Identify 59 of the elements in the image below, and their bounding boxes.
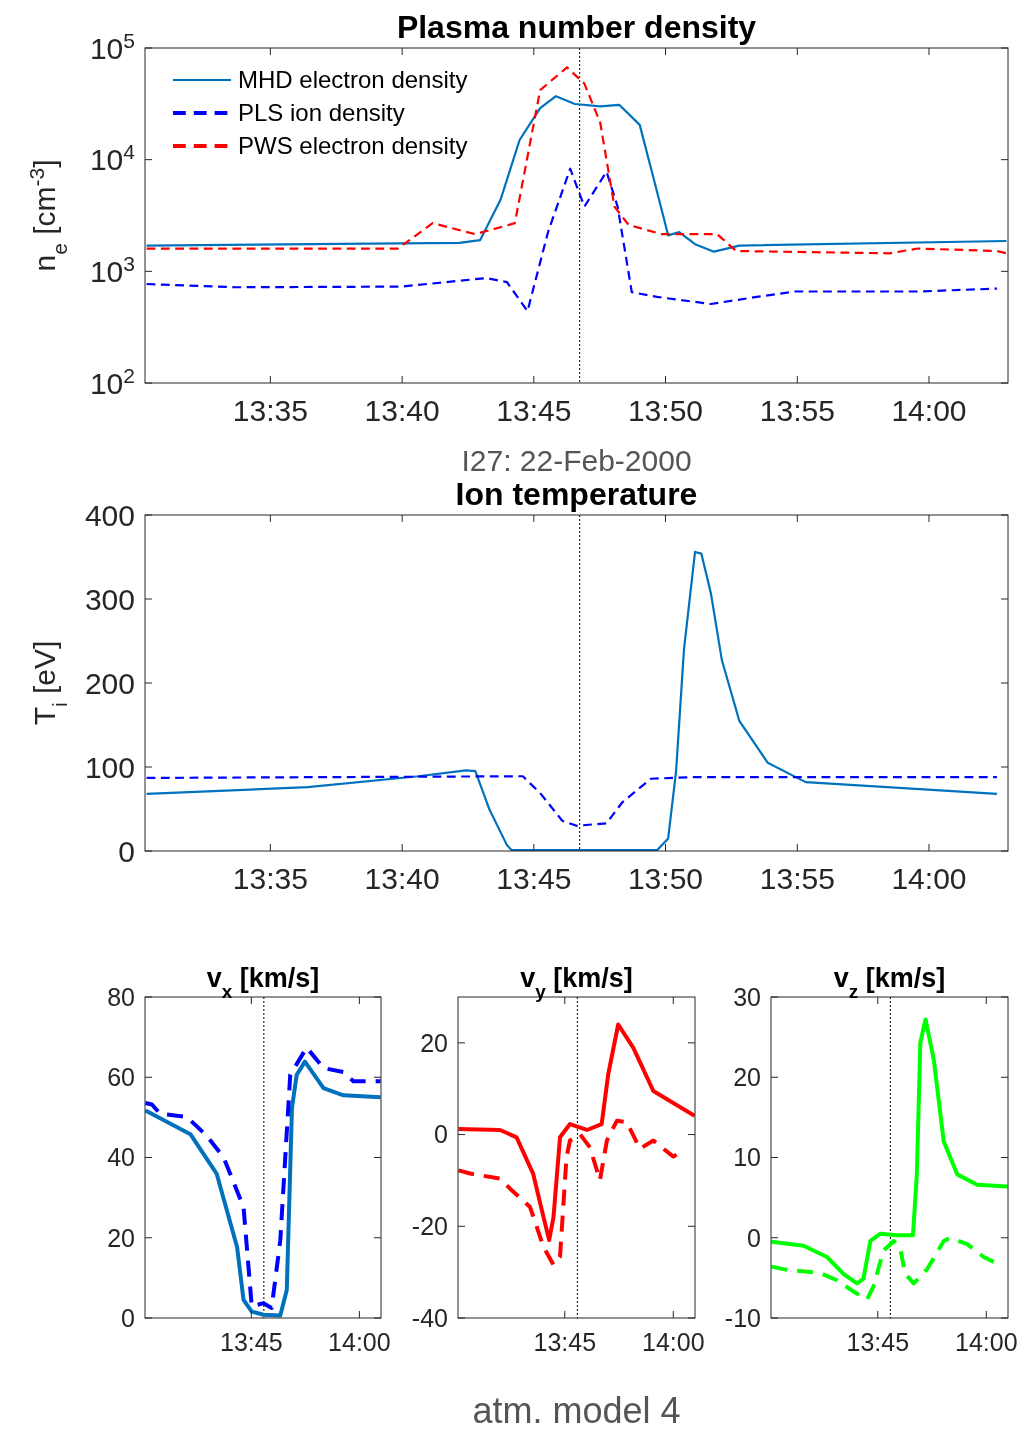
y-tick-label: 30 — [733, 982, 761, 1011]
y-tick-label: 80 — [107, 982, 135, 1011]
x-tick-label: 13:45 — [496, 862, 572, 895]
line-series — [458, 1022, 695, 1243]
x-tick-label: 13:45 — [220, 1328, 283, 1356]
y-tick-label: 0 — [434, 1120, 448, 1149]
line-series — [145, 775, 999, 827]
y-tick-label: 10$^{2}$ — [89, 363, 135, 400]
legend-label: PWS electron density — [238, 132, 468, 159]
x-axis-title: I27: 22-Feb-2000 — [461, 444, 692, 477]
y-tick-label: 400 — [84, 498, 135, 532]
y-tick-label: 20 — [420, 1028, 448, 1057]
line-series — [771, 1235, 996, 1302]
x-tick-label: 14:00 — [891, 862, 967, 895]
x-tick-label: 13:35 — [232, 394, 308, 427]
y-tick-label: -10 — [724, 1303, 761, 1332]
line-series — [771, 1017, 1008, 1286]
line-series — [145, 167, 999, 313]
chart-title: Plasma number density — [396, 9, 757, 45]
y-tick-label: 0 — [121, 1303, 135, 1332]
y-tick-label: -40 — [411, 1303, 448, 1332]
line-series — [145, 95, 1008, 253]
y-tick-label: 10$^{5}$ — [89, 28, 135, 65]
y-tick-label: 10$^{3}$ — [89, 251, 135, 288]
line-series — [145, 66, 1008, 255]
y-tick-label: 10 — [733, 1143, 761, 1172]
y-tick-label: 300 — [84, 582, 135, 616]
chart-title: Ion temperature — [455, 476, 698, 512]
x-tick-label: 14:00 — [891, 394, 967, 427]
y-tick-label: 40 — [107, 1143, 135, 1172]
y-tick-label: 10$^{4}$ — [89, 139, 136, 177]
x-tick-label: 13:55 — [759, 394, 835, 427]
y-tick-label: 100 — [84, 750, 135, 784]
x-tick-label: 13:40 — [364, 862, 440, 895]
x-tick-label: 13:45 — [496, 394, 572, 427]
x-tick-label: 13:45 — [533, 1328, 597, 1356]
chart-title: v$_{x}$ [km/s] — [206, 963, 320, 1002]
x-tick-label: 13:45 — [846, 1328, 910, 1356]
y-tick-label: 60 — [107, 1063, 135, 1091]
line-series — [145, 550, 999, 851]
chart-title: v$_{y}$ [km/s] — [520, 963, 633, 1002]
x-axis-title: atm. model 4 — [472, 1390, 681, 1431]
y-tick-label: 20 — [107, 1223, 135, 1252]
x-tick-label: 13:50 — [627, 394, 704, 427]
y-tick-label: 200 — [84, 666, 135, 700]
x-tick-label: 14:00 — [328, 1328, 391, 1356]
chart-title: v$_{z}$ [km/s] — [833, 963, 946, 1002]
x-tick-label: 14:00 — [642, 1328, 705, 1356]
y-tick-label: 0 — [747, 1223, 761, 1252]
x-tick-label: 13:35 — [232, 862, 308, 895]
x-tick-label: 14:00 — [955, 1328, 1018, 1356]
y-tick-label: -20 — [411, 1212, 448, 1241]
x-tick-label: 13:40 — [364, 394, 440, 427]
legend-label: PLS ion density — [238, 99, 405, 126]
x-tick-label: 13:50 — [627, 862, 704, 895]
legend-label: MHD electron density — [238, 66, 468, 93]
x-tick-label: 13:55 — [759, 862, 835, 895]
y-tick-label: 0 — [118, 834, 135, 868]
y-tick-label: 20 — [733, 1063, 761, 1091]
